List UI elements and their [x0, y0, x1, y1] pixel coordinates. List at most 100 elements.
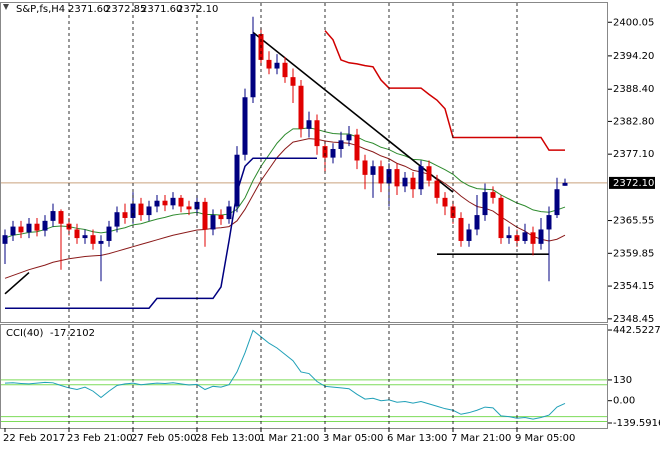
candle-body [274, 62, 280, 69]
y-tick-label: 2388.40 [613, 84, 654, 95]
y-tick-label: 2365.55 [613, 216, 654, 227]
candle-body [138, 203, 144, 216]
candle-body [234, 154, 240, 207]
y-tick-label: 2400.05 [613, 17, 654, 28]
candle-body [418, 166, 424, 190]
y-tick-label: 130 [613, 375, 632, 386]
candle-body [202, 201, 208, 230]
close-price: 2372.10 [177, 4, 218, 15]
candle-body [490, 192, 496, 198]
candle-body [522, 232, 528, 241]
candle-body [186, 206, 192, 210]
indicator-line [4, 138, 566, 279]
y-tick-label: 2354.15 [613, 281, 654, 292]
trend-line [252, 31, 454, 193]
candle-body [466, 229, 472, 241]
candle-body [250, 34, 256, 98]
x-tick-label: 9 Mar 05:00 [515, 433, 575, 444]
x-tick-label: 22 Feb 2017 [3, 433, 65, 444]
y-tick-label: 2359.85 [613, 248, 654, 259]
last-price-label: 2372.10 [613, 178, 654, 189]
y-tick-label: -139.5916 [613, 418, 660, 429]
candle-body [226, 206, 232, 220]
candle-body [394, 169, 400, 187]
candle-body [26, 223, 32, 233]
candle-body [122, 212, 128, 218]
candle-body [130, 203, 136, 218]
x-tick-label: 6 Mar 13:00 [387, 433, 447, 444]
x-tick-label: 1 Mar 21:00 [259, 433, 319, 444]
candle-body [530, 232, 536, 244]
candle-body [18, 226, 24, 233]
candle-body [410, 177, 416, 190]
x-tick-label: 27 Feb 05:00 [131, 433, 197, 444]
x-tick-label: 3 Mar 05:00 [323, 433, 383, 444]
cci-plot [1, 329, 607, 422]
candle-body [338, 140, 344, 149]
candle-body [554, 189, 560, 216]
candle-body [82, 235, 88, 239]
y-tick-label: 442.5227 [613, 325, 660, 336]
candle-body [74, 229, 80, 239]
candle-body [450, 206, 456, 218]
main-pane [0, 2, 608, 323]
y-tick-label: 2394.20 [613, 51, 654, 62]
candle-body [498, 197, 504, 239]
x-tick-label: 23 Feb 21:00 [67, 433, 133, 444]
high-price: 2372.85 [105, 4, 146, 15]
symbol: S&P,fs,H4 [16, 4, 65, 15]
candle-body [378, 166, 384, 184]
candle-body [178, 197, 184, 207]
candle-body [354, 134, 360, 161]
candle-body [10, 226, 16, 236]
candle-body [266, 59, 272, 69]
candle-body [426, 166, 432, 181]
y-tick-label: 0.00 [613, 396, 635, 407]
candle-body [194, 201, 200, 210]
candle-body [90, 235, 96, 244]
candle-body [170, 197, 176, 206]
candle-body [290, 77, 296, 86]
candle-body [434, 180, 440, 198]
indicator-line [324, 30, 565, 151]
candle-body [330, 148, 336, 158]
candle-body [314, 120, 320, 147]
candle-body [282, 62, 288, 78]
last-price-box [609, 176, 655, 189]
cci-value: -17.2102 [50, 328, 95, 339]
candle-body [322, 146, 328, 158]
candle-body [474, 215, 480, 230]
cci-pane [0, 324, 608, 429]
candle-body [58, 211, 64, 224]
candle-body [306, 120, 312, 129]
open-price: 2371.60 [68, 4, 109, 15]
indicator-line [4, 127, 566, 239]
candle-body [458, 217, 464, 241]
candle-body [298, 85, 304, 129]
candle-body [538, 229, 544, 244]
candle-body [42, 220, 48, 231]
main-plot [1, 16, 607, 309]
indicator-line [5, 157, 317, 309]
candle-body [114, 212, 120, 227]
candle-body [162, 200, 168, 206]
candle-body [98, 240, 104, 244]
candle-body [402, 177, 408, 187]
candle-body [370, 166, 376, 175]
candle-body [106, 226, 112, 241]
cci-title: CCI(40) [6, 328, 44, 339]
candle-body [546, 215, 552, 230]
x-tick-label: 7 Mar 21:00 [451, 433, 511, 444]
candle-body [154, 200, 160, 207]
candle-body [146, 206, 152, 216]
candle-body [386, 169, 392, 184]
trend-line [4, 271, 30, 295]
candle-body [346, 134, 352, 141]
candle-body [362, 160, 368, 175]
candle-body [506, 235, 512, 239]
candle-body [2, 235, 8, 244]
candle-body [482, 192, 488, 216]
y-tick-label: 2348.45 [613, 314, 654, 325]
candle-body [442, 197, 448, 207]
